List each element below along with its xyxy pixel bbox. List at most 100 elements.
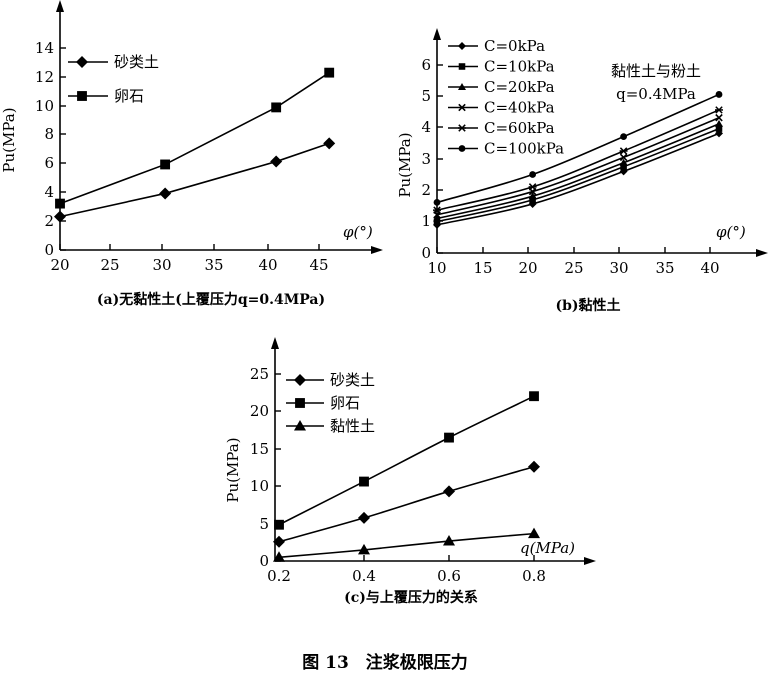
legend-label: C=20kPa (484, 78, 555, 96)
data-point-5 (620, 133, 627, 141)
data-point-5 (433, 199, 441, 206)
data-point-1 (715, 125, 723, 132)
legend-label: C=60kPa (484, 119, 555, 137)
y-tick-label: 4 (44, 183, 54, 201)
x-tick-label: 0.2 (267, 567, 291, 585)
data-point-1 (444, 432, 454, 443)
data-point-0 (358, 511, 370, 524)
panel-caption: (b)黏性土 (555, 297, 620, 314)
legend-label: 卵石 (330, 394, 360, 412)
chart-panel-c: 0.2 0.4 0.6 0.8 0 5 10 15 20 25 q(MPa) Pu(MPa) 砂类土卵石… (224, 337, 596, 606)
data-point-4 (433, 206, 441, 214)
x-tick-label: 15 (473, 259, 492, 277)
legend-marker-stroke (458, 103, 466, 112)
x-tick-label: 45 (309, 256, 328, 274)
series-line-0 (436, 132, 720, 226)
series-line-5 (436, 93, 720, 204)
data-point-1 (620, 163, 627, 171)
series-line-3 (436, 116, 720, 216)
x-axis-title: q(MPa) (520, 539, 575, 557)
x-tick-label: 40 (700, 259, 719, 277)
y-tick-label: 3 (421, 150, 431, 168)
series-line-1 (59, 71, 330, 205)
x-tick-label: 25 (564, 259, 583, 277)
x-tick-label: 40 (258, 256, 277, 274)
y-axis-arrow (271, 337, 279, 349)
data-point-4 (619, 147, 628, 155)
y-tick-label: 1 (421, 212, 431, 230)
series-line-0 (278, 465, 535, 543)
x-tick-label: 30 (609, 259, 628, 277)
data-point-2 (433, 214, 441, 222)
data-point-2 (443, 535, 455, 546)
x-axis-arrow (756, 249, 768, 257)
data-point-3-stroke (715, 113, 723, 122)
data-point-5 (715, 91, 723, 98)
y-tick-label: 8 (44, 125, 54, 143)
data-point-0 (528, 460, 540, 473)
data-point-2 (715, 119, 723, 127)
legend-label: 卵石 (114, 87, 144, 105)
y-axis-title: Pu(MPa) (396, 132, 414, 197)
chart-annotation: 黏性土与粉土 (611, 62, 701, 80)
x-tick-label: 20 (50, 256, 69, 274)
y-axis-title: Pu(MPa) (0, 107, 18, 172)
data-point-1 (529, 196, 536, 204)
data-point-4 (715, 106, 723, 114)
data-point-1 (271, 102, 282, 113)
y-tick-label: 0 (421, 244, 431, 262)
legend-label: C=10kPa (484, 58, 555, 76)
y-tick-label: 5 (259, 515, 269, 533)
chart-panel-b: 10 15 20 25 30 35 40 0 1 2 3 4 5 6 φ(°) Pu(MPa) C=0kPa C=… (396, 28, 768, 314)
y-tick-label: 4 (421, 118, 431, 136)
y-tick-label: 10 (250, 477, 269, 495)
chart-annotation: q=0.4MPa (616, 85, 696, 103)
series-line-2 (278, 532, 535, 559)
legend-marker (458, 124, 466, 132)
data-point-0 (273, 535, 285, 548)
legend-label: 砂类土 (330, 371, 375, 389)
panel-caption: (c)与上覆压力的关系 (344, 589, 478, 606)
data-point-1 (433, 218, 441, 225)
data-point-3 (619, 153, 628, 162)
y-tick-label: 2 (44, 212, 54, 230)
legend-marker (458, 103, 466, 112)
figure-caption: 图 13 注浆极限压力 (302, 652, 468, 673)
series-line-1 (436, 127, 720, 223)
data-point-1 (55, 198, 65, 209)
x-axis-title: φ(°) (343, 223, 373, 241)
y-axis-title: Pu(MPa) (224, 437, 242, 502)
series-line-2 (436, 123, 720, 220)
data-point-2 (619, 158, 628, 166)
x-tick-label: 35 (204, 256, 223, 274)
data-point-1 (160, 159, 171, 170)
y-tick-label: 12 (35, 68, 54, 86)
legend-marker (458, 63, 466, 70)
data-point-4 (528, 183, 537, 191)
legend-marker (294, 420, 306, 431)
y-tick-label: 25 (250, 365, 269, 383)
x-axis-arrow (584, 557, 596, 565)
y-axis-arrow (433, 28, 441, 40)
y-axis-arrow (56, 0, 64, 12)
series-line-1 (278, 395, 535, 526)
x-tick-label: 30 (152, 256, 171, 274)
data-point-1 (529, 391, 539, 402)
y-tick-label: 0 (44, 241, 54, 259)
legend-label: C=0kPa (484, 37, 545, 55)
legend-marker (295, 398, 305, 408)
series-line-4 (436, 109, 720, 211)
x-tick-label: 10 (427, 259, 446, 277)
data-point-0 (270, 155, 283, 168)
data-point-0 (443, 485, 455, 498)
legend-label: C=40kPa (484, 99, 555, 117)
data-point-0 (159, 187, 172, 200)
data-point-0 (323, 137, 336, 150)
y-tick-label: 6 (44, 154, 54, 172)
data-point-3-stroke (619, 153, 628, 162)
data-point-0 (54, 210, 66, 223)
x-axis-arrow (371, 246, 383, 254)
legend-label: 黏性土 (330, 417, 375, 435)
